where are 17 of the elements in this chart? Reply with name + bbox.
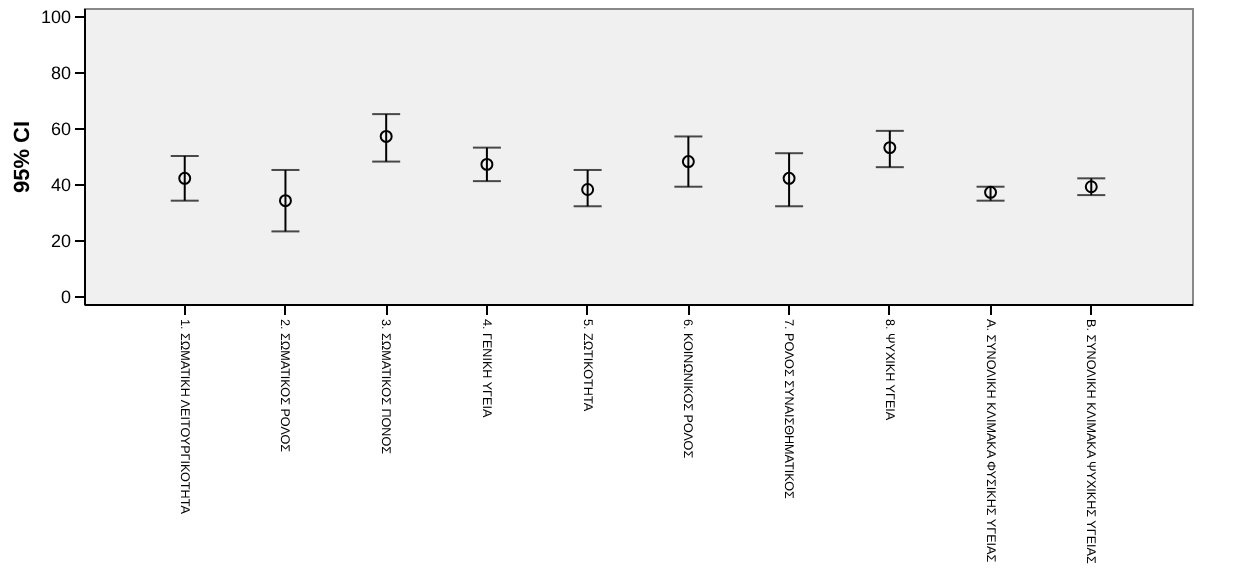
point <box>480 157 494 171</box>
y-tick-label: 20 <box>50 230 71 251</box>
y-tick-label: 40 <box>50 174 71 195</box>
y-tick-label: 100 <box>40 7 71 28</box>
y-tick-label: 80 <box>50 63 71 84</box>
point <box>1084 180 1098 194</box>
y-tick-label: 60 <box>50 119 71 140</box>
point <box>178 171 192 185</box>
point <box>681 155 695 169</box>
point <box>581 183 595 196</box>
point <box>883 141 897 155</box>
point <box>278 194 292 208</box>
point <box>782 171 796 185</box>
point <box>984 185 998 199</box>
y-axis-title: 95% CI <box>10 120 35 194</box>
point <box>379 129 393 143</box>
y-tick-label: 0 <box>60 286 71 307</box>
